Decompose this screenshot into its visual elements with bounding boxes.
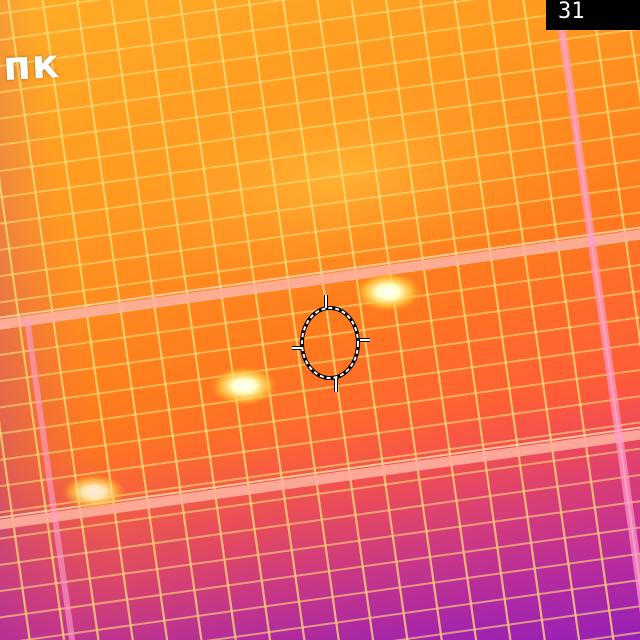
grid-line: [0, 0, 82, 640]
grid-line: [0, 98, 640, 213]
temperature-readout: 31: [546, 0, 640, 30]
grid-line: [0, 73, 640, 187]
grid-line: [0, 356, 640, 470]
grid-line: [0, 216, 640, 331]
grid-line: [0, 21, 640, 136]
grid-line: [0, 562, 640, 640]
grid-line: [0, 279, 640, 393]
grid-line: [0, 219, 640, 342]
hotspots: [62, 272, 422, 510]
grid-line: [271, 0, 385, 640]
grid-line: [372, 0, 486, 640]
grid-line: [0, 330, 640, 444]
hotspot: [210, 366, 278, 406]
grid-line: [1, 0, 116, 640]
grid-line: [506, 0, 621, 640]
grid-line: [0, 613, 640, 640]
grid-line: [0, 536, 640, 640]
grid-line: [0, 588, 640, 640]
hotspot: [62, 474, 126, 510]
grid-line: [0, 150, 640, 264]
grid-line: [0, 304, 640, 419]
grid-line: [0, 0, 640, 58]
grid-line: [0, 201, 640, 316]
grid-line: [0, 0, 640, 84]
grid-line: [69, 0, 183, 640]
target-crosshair-icon: [292, 295, 370, 392]
grid-line: [0, 176, 640, 290]
grid-line: [0, 124, 640, 239]
grid-line: [0, 382, 640, 496]
grid-line: [237, 0, 352, 640]
grid-line: [203, 0, 318, 640]
grid-line: [102, 0, 217, 640]
grid-line: [0, 0, 48, 640]
grid-line: [0, 433, 640, 547]
grid-line: [35, 0, 149, 640]
grid-line: [439, 0, 554, 640]
grid-line: [0, 415, 640, 538]
grid-line: [170, 0, 284, 640]
grid-line: [0, 0, 640, 33]
grid-line: [136, 0, 251, 640]
grid-line: [0, 485, 640, 599]
grid-line: [0, 510, 640, 625]
grid-line: [304, 0, 419, 640]
grid-line: [0, 459, 640, 573]
grid-line: [0, 47, 640, 161]
grid-line: [473, 0, 587, 640]
grid-line: [405, 0, 520, 640]
grid-line: [24, 320, 92, 640]
hotspot: [354, 272, 422, 312]
brand-label: пк: [2, 41, 62, 90]
